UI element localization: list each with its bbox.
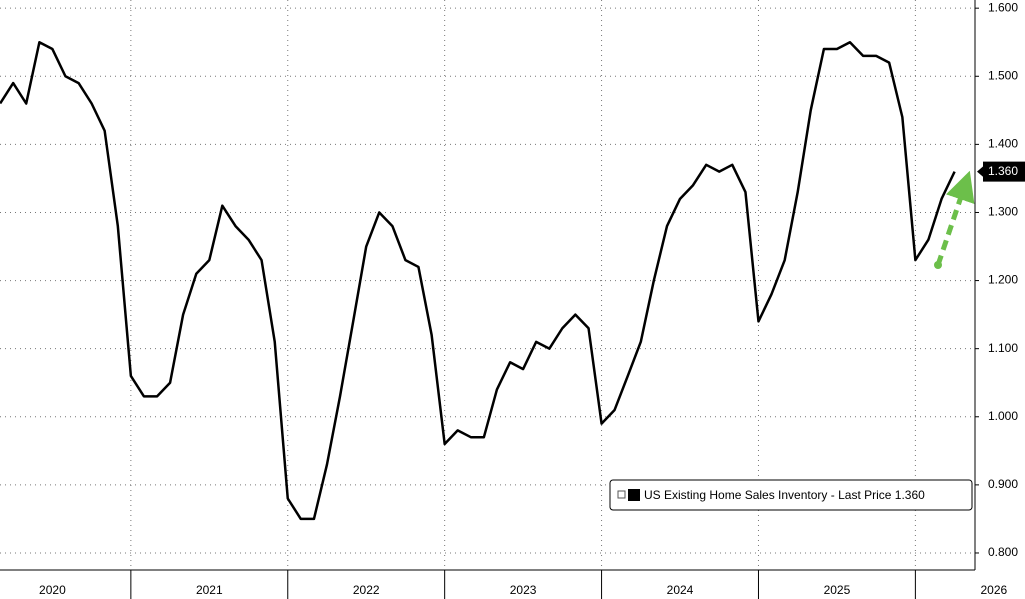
legend-text: US Existing Home Sales Inventory - Last … — [644, 488, 925, 502]
x-tick-label: 2026 — [980, 583, 1007, 597]
last-price-pointer — [977, 165, 984, 178]
y-tick-label: 1.200 — [988, 273, 1018, 287]
last-price-label: 1.360 — [988, 164, 1018, 178]
y-tick-label: 0.900 — [988, 477, 1018, 491]
y-tick-label: 1.500 — [988, 68, 1018, 82]
arrow-start — [934, 261, 942, 269]
x-tick-label: 2021 — [196, 583, 223, 597]
legend-last-label: Last Price — [838, 488, 892, 502]
legend-toggle[interactable] — [617, 490, 626, 499]
trend-arrow — [935, 170, 975, 266]
legend-box — [609, 479, 973, 511]
x-tick-label: 2023 — [510, 583, 537, 597]
y-tick-label: 1.600 — [988, 0, 1018, 14]
series-line — [0, 40, 956, 521]
y-tick-label: 1.100 — [988, 341, 1018, 355]
y-tick-label: 1.300 — [988, 205, 1018, 219]
y-tick-label: 1.400 — [988, 137, 1018, 151]
legend: US Existing Home Sales Inventory - Last … — [609, 479, 973, 511]
x-tick-label: 2025 — [824, 583, 851, 597]
legend-last-value: 1.360 — [895, 488, 925, 502]
y-tick-label: 1.000 — [988, 409, 1018, 423]
legend-swatch — [628, 489, 640, 501]
last-price-box — [983, 161, 1025, 182]
y-tick-label: 0.800 — [988, 545, 1018, 559]
x-tick-label: 2020 — [39, 583, 66, 597]
legend-name: US Existing Home Sales Inventory — [644, 488, 827, 502]
x-tick-label: 2024 — [667, 583, 694, 597]
x-tick-label: 2022 — [353, 583, 380, 597]
